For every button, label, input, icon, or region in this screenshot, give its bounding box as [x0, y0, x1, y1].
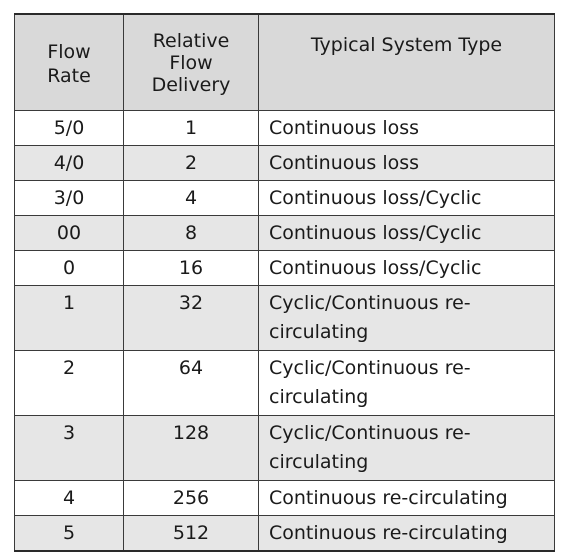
cell-system-type: Cyclic/Continuous re- circulating	[258, 285, 555, 351]
cell-flow-rate: 00	[14, 215, 124, 251]
cell-delivery: 16	[123, 250, 259, 286]
cell-system-type: Continuous loss/Cyclic	[258, 180, 555, 216]
table-row: 2 64 Cyclic/Continuous re- circulating	[14, 350, 555, 416]
table-row: 3/0 4 Continuous loss/Cyclic	[14, 180, 555, 216]
cell-delivery: 4	[123, 180, 259, 216]
cell-flow-rate: 5/0	[14, 110, 124, 146]
cell-system-type: Continuous re-circulating	[258, 480, 555, 516]
table-row: 0 16 Continuous loss/Cyclic	[14, 250, 555, 286]
header-relative-flow-delivery: Relative Flow Delivery	[123, 13, 259, 111]
table-row: 4 256 Continuous re-circulating	[14, 480, 555, 516]
flow-rate-table: Flow Rate Relative Flow Delivery Typical…	[14, 13, 555, 552]
header-system-type: Typical System Type	[258, 13, 555, 111]
table-row: 5 512 Continuous re-circulating	[14, 515, 555, 552]
cell-system-type-line1: Cyclic/Continuous re-	[269, 292, 471, 314]
cell-flow-rate: 1	[14, 285, 124, 351]
cell-flow-rate: 3/0	[14, 180, 124, 216]
cell-system-type-line2: circulating	[269, 321, 369, 343]
cell-system-type-line2: circulating	[269, 386, 369, 408]
cell-flow-rate: 5	[14, 515, 124, 552]
table-row: 00 8 Continuous loss/Cyclic	[14, 215, 555, 251]
table-row: 1 32 Cyclic/Continuous re- circulating	[14, 285, 555, 351]
cell-flow-rate: 0	[14, 250, 124, 286]
cell-delivery: 512	[123, 515, 259, 552]
cell-system-type-line1: Cyclic/Continuous re-	[269, 422, 471, 444]
header-flow-rate: Flow Rate	[14, 13, 124, 111]
table-header-row: Flow Rate Relative Flow Delivery Typical…	[14, 13, 555, 111]
cell-system-type: Continuous loss	[258, 110, 555, 146]
cell-system-type: Continuous loss/Cyclic	[258, 250, 555, 286]
cell-system-type-line1: Cyclic/Continuous re-	[269, 357, 471, 379]
cell-delivery: 256	[123, 480, 259, 516]
cell-flow-rate: 2	[14, 350, 124, 416]
cell-system-type: Continuous loss/Cyclic	[258, 215, 555, 251]
cell-flow-rate: 3	[14, 415, 124, 481]
table-row: 3 128 Cyclic/Continuous re- circulating	[14, 415, 555, 481]
header-relative-line1: Relative	[152, 29, 230, 52]
table-row: 5/0 1 Continuous loss	[14, 110, 555, 146]
header-flow-rate-line1: Flow	[47, 40, 91, 63]
cell-delivery: 8	[123, 215, 259, 251]
cell-system-type: Continuous loss	[258, 145, 555, 181]
cell-flow-rate: 4	[14, 480, 124, 516]
cell-system-type: Continuous re-circulating	[258, 515, 555, 552]
cell-flow-rate: 4/0	[14, 145, 124, 181]
header-flow-rate-line2: Rate	[47, 64, 91, 87]
cell-delivery: 1	[123, 110, 259, 146]
cell-system-type: Cyclic/Continuous re- circulating	[258, 350, 555, 416]
cell-delivery: 2	[123, 145, 259, 181]
table-row: 4/0 2 Continuous loss	[14, 145, 555, 181]
header-relative-line2: Flow	[169, 51, 213, 74]
cell-system-type: Cyclic/Continuous re- circulating	[258, 415, 555, 481]
cell-delivery: 32	[123, 285, 259, 351]
cell-delivery: 128	[123, 415, 259, 481]
cell-delivery: 64	[123, 350, 259, 416]
header-relative-line3: Delivery	[151, 73, 231, 96]
cell-system-type-line2: circulating	[269, 451, 369, 473]
